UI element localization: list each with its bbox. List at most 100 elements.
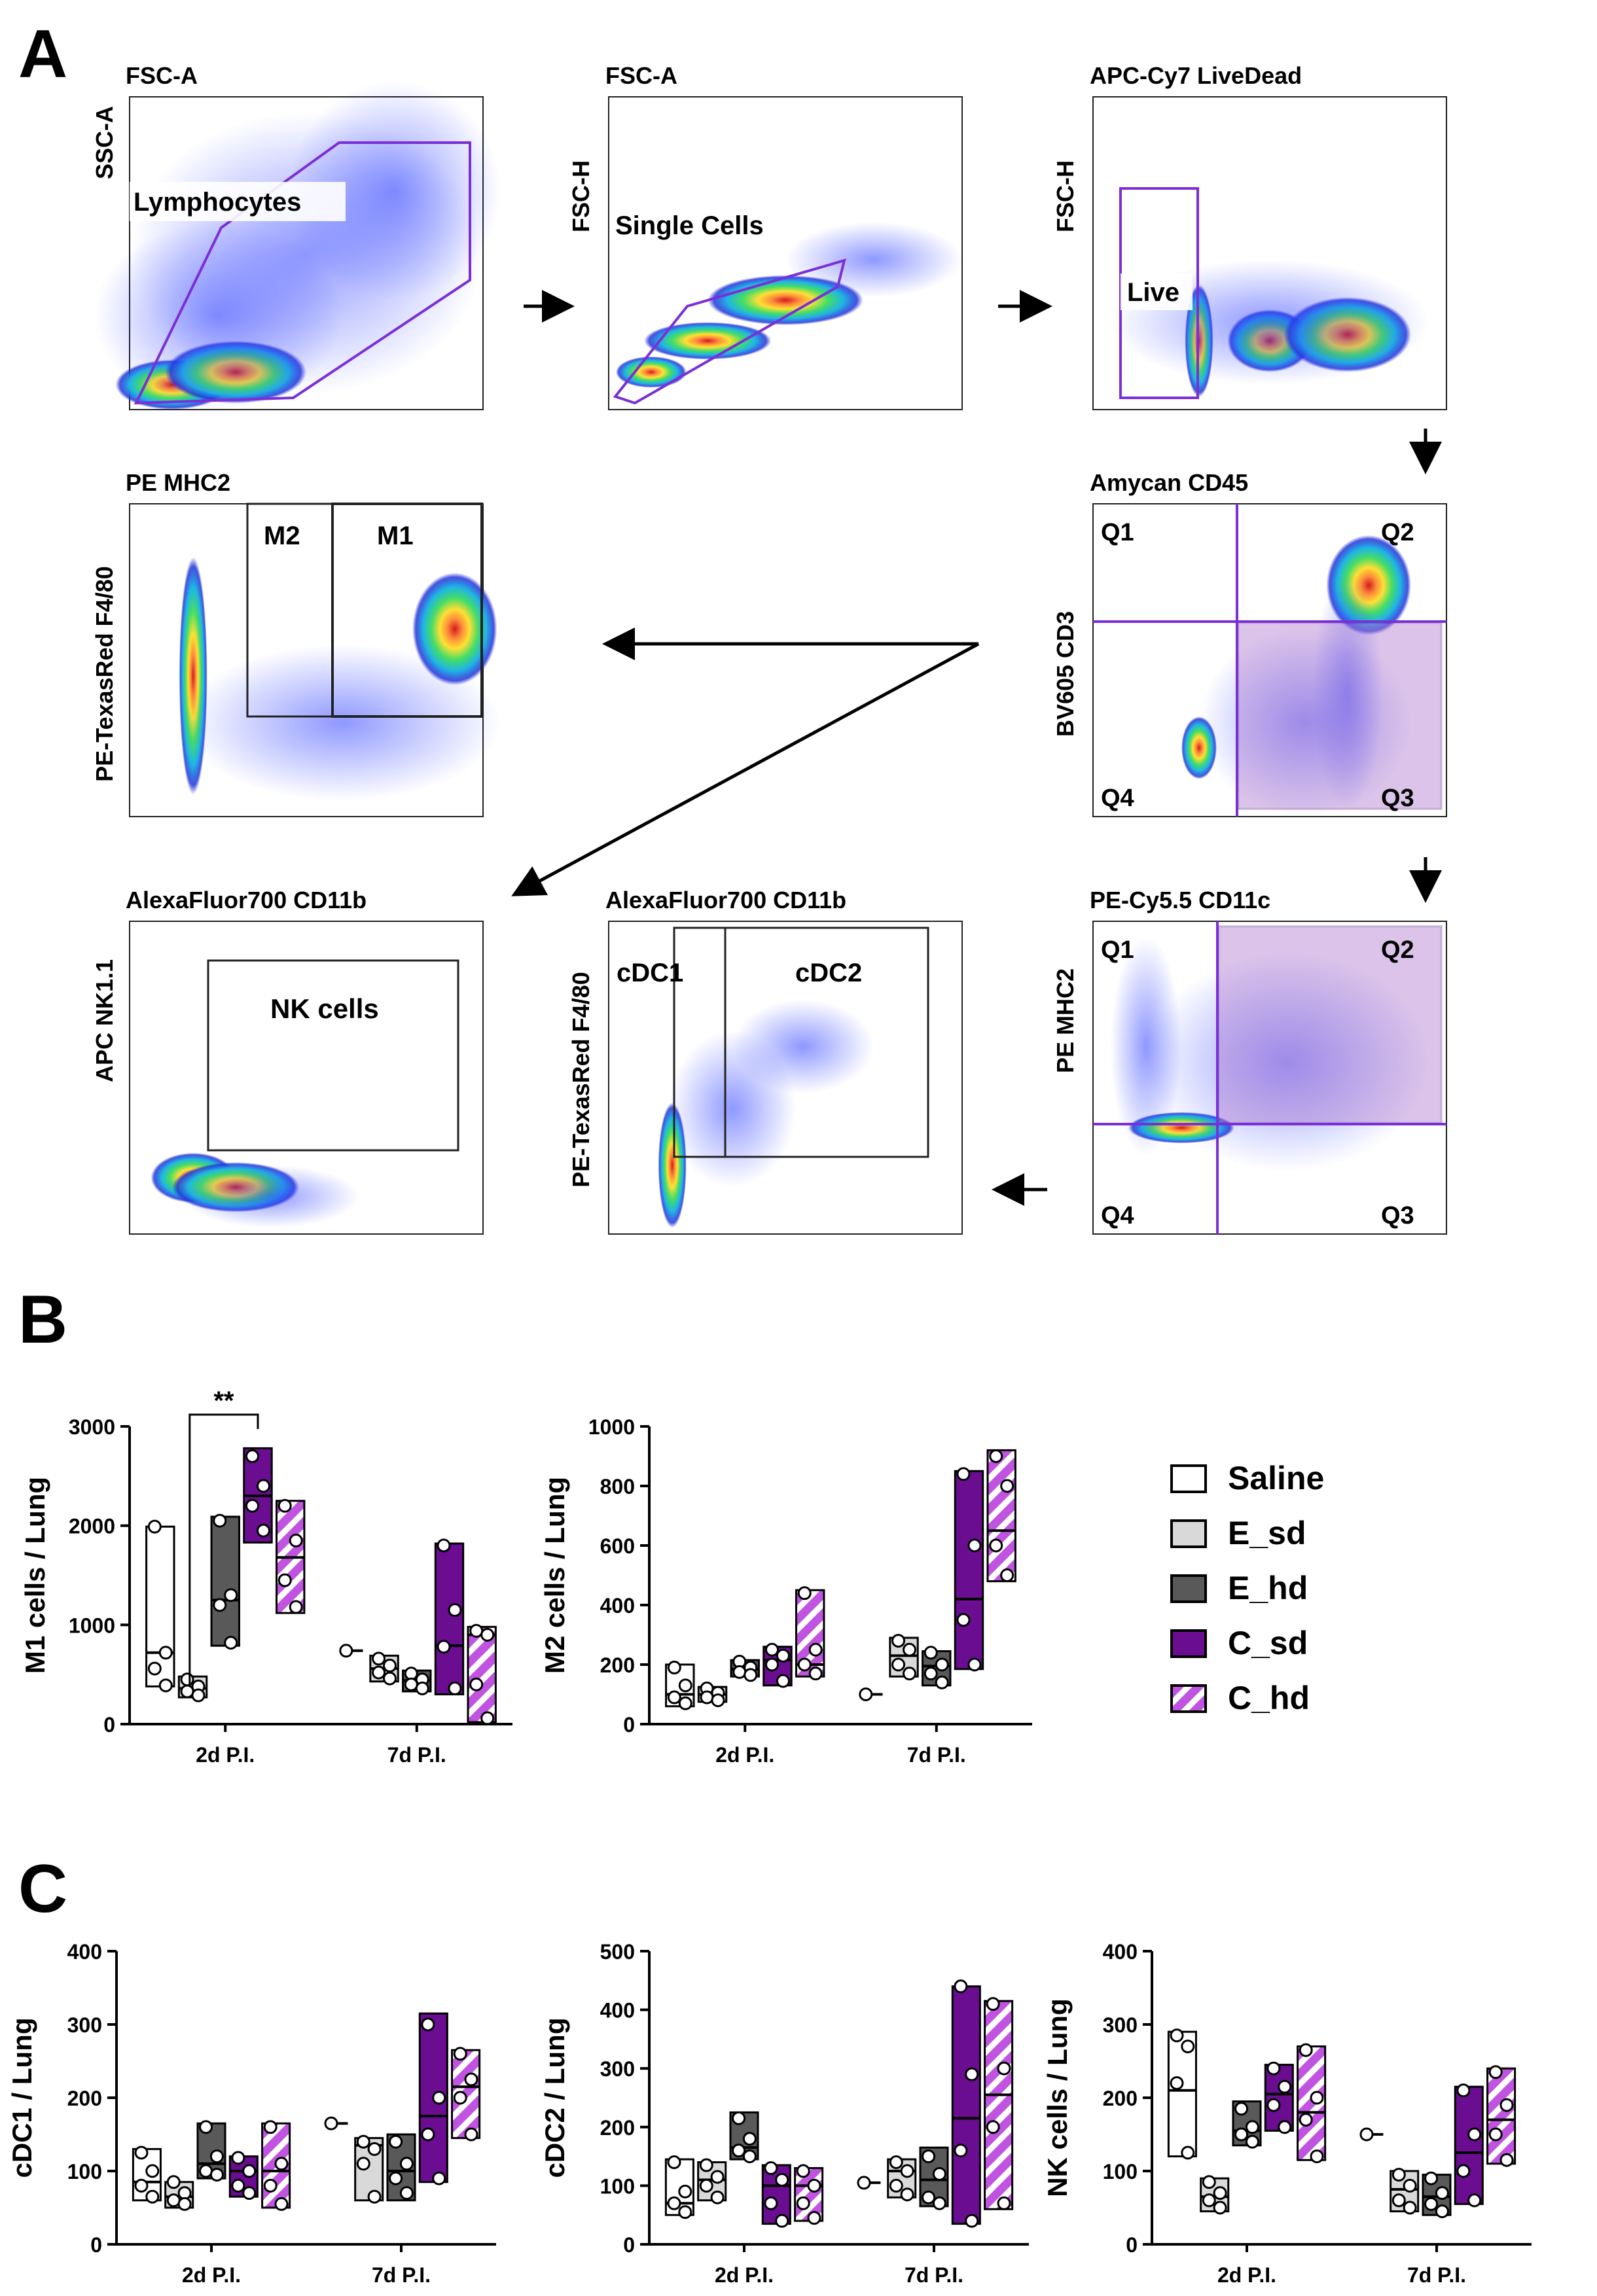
data-point — [1213, 2200, 1227, 2215]
chart-m2: 0 200 400 600 800 1000 M2 cells / Lung 2d P.I. 7… — [539, 1415, 1032, 1767]
data-point — [209, 2168, 224, 2182]
data-point — [1202, 2175, 1216, 2189]
data-point — [383, 1671, 397, 1686]
data-point — [448, 1681, 462, 1695]
y-axis-label: NK cells / Lung — [1042, 1998, 1073, 2197]
quadrant-label-q1: Q1 — [1101, 519, 1134, 546]
gate-label: NK cells — [270, 993, 379, 1024]
data-point — [1310, 2091, 1324, 2105]
data-point — [147, 1661, 162, 1676]
flow-x-axis-label: AlexaFluor700 CD11b — [605, 887, 846, 913]
data-point — [213, 1598, 227, 1612]
data-point — [857, 2176, 871, 2190]
y-tick-label: 1000 — [588, 1415, 635, 1439]
floating-bar-c-hd — [986, 1449, 1016, 1583]
data-point — [1310, 2149, 1324, 2164]
data-point — [889, 2155, 903, 2170]
legend-swatch-c-sd — [1170, 1629, 1207, 1658]
data-point — [274, 2157, 289, 2171]
y-tick-label: 0 — [623, 2233, 635, 2257]
data-point — [199, 2164, 213, 2178]
data-point — [891, 1634, 906, 1648]
significance-stars: ** — [213, 1386, 234, 1415]
data-point — [808, 1642, 823, 1657]
data-point — [935, 1657, 949, 1672]
x-tick-label: 7d P.I. — [905, 2263, 963, 2287]
flow-panel-p2: FSC-A FSC-H Single Cells — [567, 62, 963, 410]
y-tick-label: 1000 — [69, 1614, 115, 1637]
data-point — [732, 1665, 747, 1679]
data-point — [922, 2149, 936, 2164]
data-point — [989, 1538, 1003, 1553]
quadrant-label-q2: Q2 — [1381, 519, 1414, 546]
gate-label-bg — [1121, 274, 1193, 310]
data-point — [776, 1674, 790, 1688]
data-point — [147, 1519, 162, 1534]
density-cloud — [785, 222, 962, 297]
floating-bar-saline — [1167, 2030, 1197, 2158]
data-point — [1299, 2113, 1313, 2127]
y-tick-label: 800 — [600, 1475, 635, 1498]
gate-label: Single Cells — [615, 211, 764, 240]
flow-y-axis-label: PE-TexasRed F4/80 — [567, 972, 594, 1187]
floating-bar-c-hd — [1297, 2045, 1327, 2161]
y-tick-label: 100 — [1103, 2160, 1138, 2183]
data-point — [965, 2067, 979, 2081]
flow-y-axis-label: PE MHC2 — [1052, 968, 1079, 1073]
data-point — [145, 2189, 160, 2204]
gate-cdc2 — [724, 927, 929, 1158]
flow-x-axis-label: PE-Cy5.5 CD11c — [1090, 887, 1270, 913]
data-point — [710, 2190, 725, 2204]
data-point — [1170, 2028, 1184, 2043]
data-point — [889, 2178, 903, 2193]
quadrant-label-q3: Q3 — [1381, 785, 1414, 812]
gate-lymphocytes — [134, 141, 471, 405]
data-point — [1391, 2193, 1406, 2208]
density-cloud — [615, 356, 687, 388]
data-point — [134, 2146, 149, 2160]
data-point — [1245, 2120, 1259, 2134]
data-point — [256, 1523, 270, 1538]
data-point — [180, 1684, 194, 1699]
flow-x-axis-label: APC-Cy7 LiveDead — [1090, 62, 1302, 89]
data-point — [764, 1642, 779, 1657]
x-tick-label: 2d P.I. — [715, 1743, 774, 1767]
y-tick-label: 400 — [67, 1940, 102, 1964]
data-point — [199, 2120, 213, 2134]
data-point — [764, 2161, 778, 2176]
data-point — [935, 1675, 949, 1689]
data-point — [797, 1657, 812, 1672]
data-point — [404, 1677, 418, 1691]
floating-bar-c-sd — [954, 1470, 984, 1670]
data-point — [1403, 2200, 1417, 2215]
flow-panel-p5: PE MHC2 PE-TexasRed F4/80 M2 M1 — [91, 469, 501, 817]
data-point — [453, 2091, 467, 2105]
data-point — [997, 2196, 1011, 2210]
data-point — [796, 2164, 810, 2178]
y-tick-label: 3000 — [69, 1415, 115, 1439]
data-point — [1278, 2079, 1292, 2094]
flow-panel-p4: Amycan CD45 BV605 CD3 Q1 Q2 Q3 Q4 — [1052, 469, 1447, 817]
flow-panel-p8: AlexaFluor700 CD11b APC NK1.1 NK cells — [91, 887, 484, 1235]
data-point — [177, 2197, 192, 2211]
legend: Saline E_sd E_hd C_sd C_hd — [1170, 1460, 1324, 1716]
data-point — [224, 1636, 238, 1650]
flow-x-axis-label: Amycan CD45 — [1090, 469, 1248, 496]
data-point — [989, 1449, 1003, 1463]
data-point — [997, 2061, 1011, 2075]
data-point — [231, 2178, 245, 2193]
y-tick-label: 100 — [67, 2160, 102, 2183]
gate-label: Live — [1127, 278, 1179, 307]
data-point — [678, 1696, 692, 1710]
x-tick-label: 2d P.I. — [182, 2263, 241, 2287]
data-point — [367, 2189, 382, 2204]
floating-bar-c-hd — [1486, 2067, 1516, 2165]
floating-bar-c-sd — [1264, 2064, 1294, 2132]
flow-y-axis-label: APC NK1.1 — [91, 959, 118, 1082]
data-point — [180, 1672, 194, 1687]
data-point — [986, 1997, 1000, 2011]
data-point — [453, 2047, 467, 2061]
data-point — [1181, 2040, 1195, 2054]
floating-bar-c-hd — [467, 1625, 497, 1723]
